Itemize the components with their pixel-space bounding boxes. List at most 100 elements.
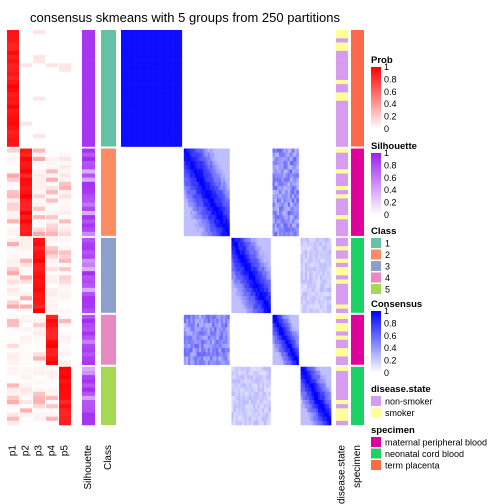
consensus-cell	[212, 360, 215, 366]
consensus-cell	[255, 391, 258, 397]
prob-cell	[20, 323, 32, 328]
silhouette-cell	[82, 219, 95, 224]
consensus-cell	[285, 356, 289, 361]
consensus-cell	[285, 348, 289, 353]
consensus-cell	[121, 138, 124, 143]
consensus-cell	[140, 79, 144, 85]
consensus-cell	[322, 412, 325, 417]
consensus-cell	[309, 258, 312, 264]
consensus-cell	[196, 335, 200, 341]
consensus-cell	[250, 408, 254, 413]
consensus-cell	[285, 148, 289, 153]
consensus-cell	[121, 34, 124, 39]
consensus-cell	[188, 318, 191, 324]
consensus-cell	[138, 88, 141, 93]
consensus-cell	[147, 46, 150, 52]
consensus-cell	[168, 54, 172, 60]
consensus-cell	[322, 267, 325, 272]
consensus-cell	[285, 227, 289, 233]
consensus-cell	[313, 304, 317, 309]
silhouette-cell	[82, 343, 95, 349]
consensus-cell	[220, 360, 224, 366]
consensus-cell	[185, 173, 189, 178]
consensus-cell	[324, 283, 327, 289]
consensus-cell	[199, 314, 202, 320]
consensus-cell	[311, 250, 314, 255]
consensus-cell	[216, 335, 219, 341]
consensus-cell	[209, 206, 213, 212]
prob-cell	[59, 198, 71, 203]
consensus-cell	[218, 198, 222, 203]
consensus-cell	[248, 300, 252, 305]
consensus-cell	[125, 79, 128, 85]
consensus-cell	[320, 271, 323, 276]
consensus-cell	[283, 161, 286, 166]
prob-cell	[46, 215, 58, 220]
consensus-cell	[320, 379, 323, 384]
consensus-cell	[144, 71, 148, 77]
consensus-cell	[300, 279, 304, 284]
consensus-cell	[237, 283, 241, 289]
prob-cell	[20, 148, 32, 153]
disease-state-column-label: disease.state	[337, 445, 348, 504]
consensus-cell	[237, 275, 241, 280]
consensus-cell	[183, 352, 187, 357]
consensus-cell	[222, 231, 226, 237]
consensus-cell	[183, 190, 187, 195]
silhouette-cell	[82, 75, 95, 81]
consensus-cell	[287, 161, 291, 166]
consensus-cell	[209, 169, 213, 174]
prob-cell	[46, 271, 58, 276]
consensus-cell	[177, 79, 180, 85]
consensus-cell	[281, 185, 284, 191]
consensus-cell	[218, 173, 222, 178]
disease-state-cell	[336, 38, 348, 43]
consensus-cell	[261, 254, 265, 260]
prob-cell	[7, 96, 19, 102]
prob-cell	[20, 88, 32, 93]
consensus-cell	[246, 283, 250, 289]
consensus-cell	[231, 412, 234, 417]
consensus-cell	[179, 46, 183, 52]
consensus-cell	[304, 383, 308, 388]
consensus-cell	[322, 262, 325, 268]
consensus-cell	[315, 267, 319, 272]
consensus-cell	[153, 67, 157, 72]
consensus-cell	[125, 121, 128, 127]
consensus-cell	[207, 181, 211, 187]
prob-cell	[33, 335, 45, 341]
consensus-cell	[168, 142, 172, 147]
consensus-cell	[283, 215, 286, 220]
consensus-cell	[170, 63, 174, 68]
consensus-cell	[272, 343, 275, 349]
silhouette-legend-tick: 0.6	[384, 173, 397, 183]
disease-state-cell	[336, 125, 348, 131]
consensus-cell	[324, 408, 327, 413]
consensus-cell	[170, 67, 174, 72]
prob-cell	[46, 125, 58, 131]
consensus-cell	[242, 375, 245, 380]
consensus-cell	[175, 96, 178, 102]
consensus-cell	[322, 242, 325, 247]
consensus-cell	[136, 84, 139, 89]
consensus-cell	[324, 304, 327, 309]
consensus-cell	[237, 379, 241, 384]
consensus-cell	[248, 246, 252, 251]
consensus-cell	[225, 348, 228, 353]
prob-cell	[59, 412, 71, 417]
prob-cell	[59, 173, 71, 178]
consensus-cell	[268, 404, 271, 409]
consensus-cell	[294, 314, 297, 320]
consensus-cell	[231, 383, 234, 388]
consensus-cell	[257, 267, 260, 272]
consensus-cell	[304, 420, 308, 426]
prob-cell	[20, 50, 32, 56]
consensus-cell	[164, 104, 167, 110]
consensus-cell	[196, 215, 200, 220]
specimen-block	[351, 314, 364, 365]
consensus-cell	[144, 59, 148, 64]
consensus-cell	[129, 46, 133, 52]
consensus-cell	[302, 304, 306, 309]
consensus-cell	[162, 134, 165, 139]
disease-state-cell	[336, 387, 348, 393]
